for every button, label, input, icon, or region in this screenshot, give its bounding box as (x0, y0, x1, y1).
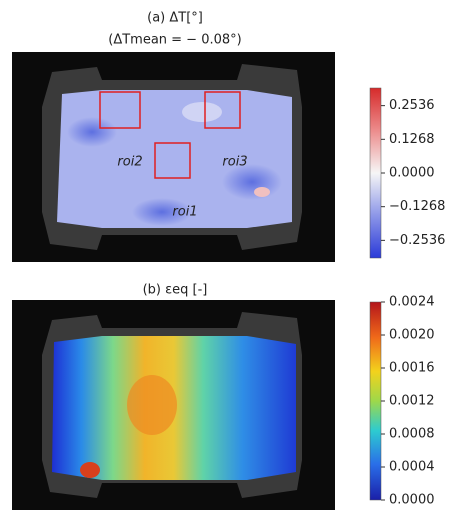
colorbar-tick-label: 0.0000 (389, 166, 435, 181)
roi-label: roi2 (117, 155, 142, 170)
colorbar-tick-label: 0.0000 (389, 493, 435, 508)
colorbar-tick-label: 0.1268 (389, 132, 435, 147)
colorbar-tick-label: 0.0024 (389, 295, 435, 310)
colorbar-tick-label: −0.1268 (389, 199, 445, 214)
image-b (12, 300, 335, 510)
colorbar-tick-label: 0.0016 (389, 361, 435, 376)
colorbar-b (370, 302, 381, 500)
colorbar-tick-label: 0.2536 (389, 98, 435, 113)
colorbar-tick-label: 0.0020 (389, 328, 435, 343)
colorbar-tick-label: 0.0004 (389, 460, 435, 475)
image-a (12, 52, 335, 262)
figure: (a) ΔT[°] (ΔTmean = − 0.08°) roi2 roi3 roi1 0… (0, 0, 462, 516)
colorbar-a (370, 88, 381, 258)
colorbar-tick-label: 0.0008 (389, 427, 435, 442)
colorbar-tick-label: 0.0012 (389, 394, 435, 409)
panel-title: (a) ΔT[°] (147, 11, 203, 26)
panel-subtitle: (ΔTmean = − 0.08°) (108, 33, 241, 48)
colorbar-tick-label: −0.2536 (389, 233, 445, 248)
panel-title: (b) εeq [-] (143, 283, 208, 298)
roi-label: roi1 (172, 205, 197, 220)
roi-label: roi3 (222, 155, 247, 170)
